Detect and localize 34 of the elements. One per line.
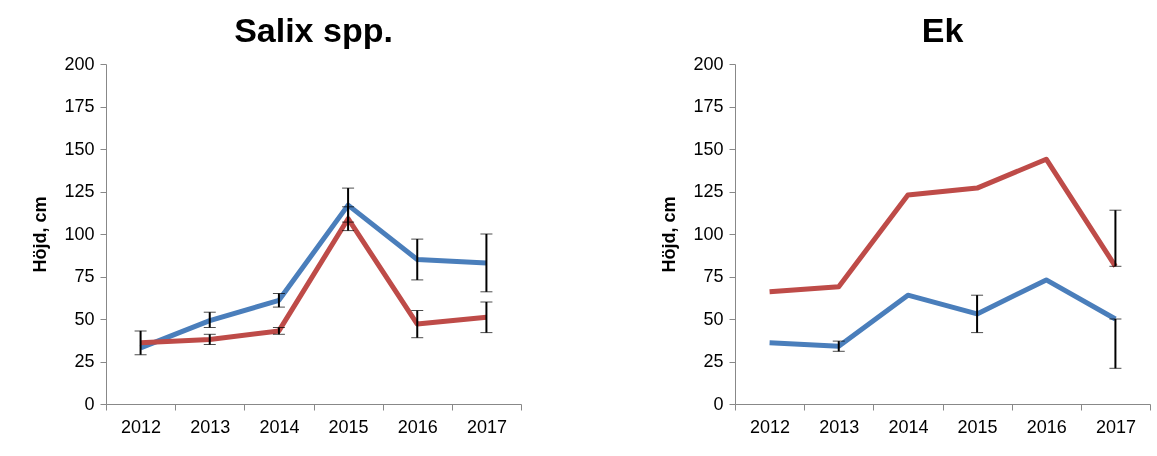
y-tick-label: 150	[64, 138, 95, 159]
chart-title: Ek	[921, 11, 964, 49]
y-tick-label: 175	[693, 96, 724, 116]
x-tick-label: 2015	[957, 416, 998, 437]
x-tick-label: 2013	[819, 416, 860, 437]
y-tick-label: 125	[64, 181, 95, 201]
x-tick-label: 2016	[397, 416, 438, 437]
y-tick-label: 25	[703, 351, 724, 371]
y-tick-label: 0	[713, 393, 724, 414]
y-tick-label: 50	[703, 308, 724, 329]
x-tick-label: 2014	[888, 416, 929, 437]
y-tick-label: 200	[64, 53, 95, 74]
y-tick-label: 25	[74, 351, 95, 371]
y-tick-label: 150	[693, 138, 724, 159]
y-axis-title: Höjd, cm	[30, 196, 51, 273]
x-tick-label: 2014	[259, 416, 300, 437]
x-tick-label: 2015	[328, 416, 369, 437]
x-tick-label: 2016	[1026, 416, 1067, 437]
y-tick-label: 100	[693, 223, 724, 244]
y-tick-label: 125	[693, 181, 724, 201]
x-tick-label: 2017	[466, 416, 507, 437]
y-axis-title: Höjd, cm	[659, 196, 680, 273]
y-tick-label: 75	[703, 266, 724, 286]
y-tick-label: 50	[74, 308, 95, 329]
y-tick-label: 75	[74, 266, 95, 286]
x-tick-label: 2012	[750, 416, 791, 437]
y-tick-label: 175	[64, 96, 95, 116]
x-tick-label: 2017	[1095, 416, 1136, 437]
x-tick-label: 2013	[190, 416, 231, 437]
x-tick-label: 2012	[121, 416, 162, 437]
chart-title: Salix spp.	[234, 11, 393, 49]
y-tick-label: 100	[64, 223, 95, 244]
y-tick-label: 200	[693, 53, 724, 74]
y-tick-label: 0	[84, 393, 95, 414]
